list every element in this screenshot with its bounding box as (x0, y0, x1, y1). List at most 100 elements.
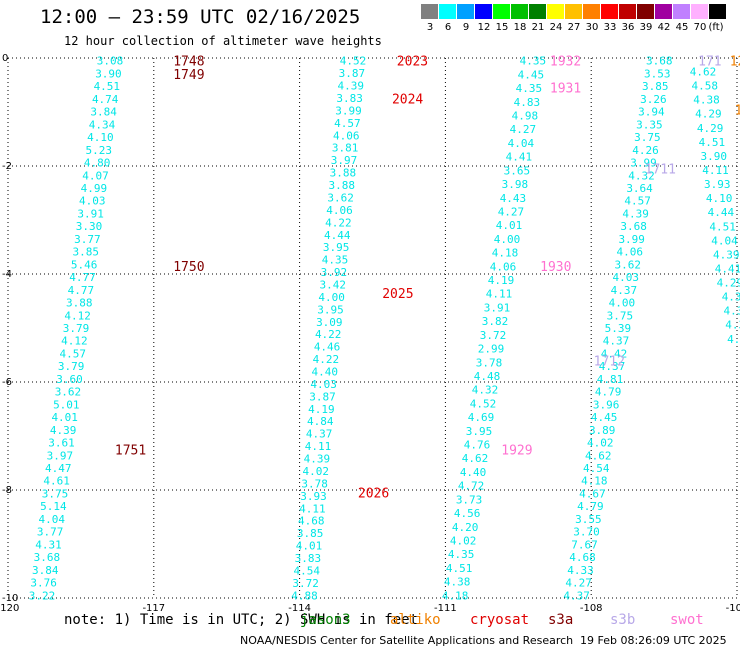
colorbar-label: 9 (462, 22, 470, 33)
wave-height-value: 3.53 (644, 67, 671, 80)
colorbar-label: 21 (531, 22, 545, 33)
wave-height-value: 4.26 (632, 144, 659, 157)
wave-height-value: 5.14 (40, 500, 67, 513)
wave-height-value: 4.03 (310, 378, 337, 391)
credit-line: NOAA/NESDIS Center for Satellite Applica… (240, 634, 574, 647)
wave-height-value: 4.04 (508, 137, 535, 150)
wave-height-value: 4.06 (490, 260, 517, 273)
colorbar-label: 12 (477, 22, 491, 33)
wave-height-value: 4.44 (708, 206, 735, 219)
colorbar-label: 36 (621, 22, 635, 33)
wave-height-value: 4.29 (717, 277, 740, 290)
wave-height-value: 4.54 (583, 462, 610, 475)
wave-height-value: 3.93 (704, 178, 731, 191)
wave-height-value: 4.77 (69, 271, 96, 284)
wave-height-value: 4.57 (60, 347, 87, 360)
wave-height-value: 3.55 (575, 513, 602, 526)
colorbar-label: 15 (495, 22, 509, 33)
lon-tick-label: -120 (0, 603, 19, 612)
footer-note: note: 1) Time is in UTC; 2) SWH is in fe… (64, 612, 419, 628)
wave-height-value: 4.22 (325, 216, 352, 229)
time-label: 1932 (550, 55, 581, 70)
wave-height-value: 3.79 (58, 360, 85, 373)
wave-height-value: 3.75 (42, 487, 69, 500)
wave-height-value: 4.00 (609, 297, 636, 310)
wave-height-value: 4.04 (38, 513, 65, 526)
time-label: 2023 (397, 55, 428, 70)
wave-height-value: 4.62 (585, 449, 612, 462)
wave-height-value: 3.77 (74, 233, 101, 246)
wave-height-value: 4.81 (597, 373, 624, 386)
wave-height-value: 4.38 (693, 94, 720, 107)
wave-height-value: 7.67 (571, 538, 598, 551)
wave-height-value: 3.62 (55, 386, 82, 399)
wave-height-value: 3.79 (63, 322, 90, 335)
wave-height-value: 4.18 (581, 475, 608, 488)
colorbar-swatch (565, 4, 582, 19)
wave-height-value: 4.10 (87, 131, 114, 144)
wave-height-value: 3.84 (90, 106, 117, 119)
time-label: 2025 (382, 287, 413, 302)
wave-height-value: 3.30 (76, 220, 103, 233)
colorbar-label: 45 (675, 22, 689, 33)
wave-height-value: 3.88 (330, 167, 357, 180)
wave-height-value: 4.37 (603, 335, 630, 348)
colorbar-swatch (601, 4, 618, 19)
lat-tick-label: -10 (2, 593, 18, 604)
wave-height-value: 4.27 (510, 123, 537, 136)
time-label: 2026 (358, 487, 389, 502)
satellite-legend-jason3: jason3 (300, 612, 351, 628)
wave-height-value: 3.81 (332, 142, 359, 155)
wave-height-value: 3.72 (480, 329, 507, 342)
wave-height-value: 4.3 (727, 333, 740, 346)
wave-height-value: 4.46 (314, 341, 341, 354)
wave-height-value: 4.76 (464, 439, 491, 452)
wave-height-value: 3.99 (335, 104, 362, 117)
wave-height-value: 4.32 (472, 384, 499, 397)
wave-height-value: 3.85 (297, 527, 324, 540)
wave-height-value: 4.11 (299, 502, 326, 515)
wave-height-value: 3.89 (589, 424, 616, 437)
wave-height-value: 4.18 (492, 247, 519, 260)
colorbar-swatch (439, 4, 456, 19)
time-label: 1748 (173, 55, 204, 70)
wave-height-value: 4.52 (470, 397, 497, 410)
colorbar-swatch (673, 4, 690, 19)
wave-height-value: 4.35 (322, 254, 349, 267)
wave-height-value: 3.68 (646, 55, 673, 68)
wave-height-value: 4.18 (442, 589, 469, 602)
wave-height-value: 4.39 (304, 453, 331, 466)
wave-height-value: 3.78 (476, 356, 503, 369)
wave-height-value: 3.75 (634, 131, 661, 144)
wave-height-value: 2.99 (478, 343, 505, 356)
lat-tick-label: 0 (2, 53, 8, 64)
wave-height-value: 4.27 (498, 205, 525, 218)
wave-height-value: 4.34 (89, 118, 116, 131)
lon-tick-label: -111 (434, 603, 457, 612)
time-label: 125 (730, 55, 740, 70)
lon-tick-label: -108 (580, 603, 603, 612)
colorbar-swatch (457, 4, 474, 19)
wave-height-value: 4.22 (313, 353, 340, 366)
time-label: 1929 (501, 444, 532, 459)
wave-height-value: 4.31 (35, 538, 62, 551)
wave-height-value: 3.85 (73, 246, 100, 259)
page-title: 12:00 — 23:59 UTC 02/16/2025 (40, 6, 361, 28)
wave-height-value: 4.37 (611, 284, 638, 297)
wave-height-value: 4.51 (446, 562, 473, 575)
wave-height-value: 4.52 (340, 55, 367, 68)
wave-height-value: 3.91 (77, 207, 104, 220)
colorbar-swatch (421, 4, 438, 19)
wave-height-value: 4.45 (518, 68, 545, 81)
wave-height-value: 3.92 (321, 266, 348, 279)
wave-height-value: 3.73 (456, 493, 483, 506)
satellite-legend-altiko: altiko (390, 612, 441, 628)
wave-height-value: 3.99 (630, 157, 657, 170)
wave-height-value: 4.01 (51, 411, 78, 424)
satellite-legend-swot: swot (670, 612, 704, 628)
wave-height-value: 3.77 (37, 526, 64, 539)
wave-height-value: 3.83 (295, 552, 322, 565)
wave-height-value: 4.29 (695, 108, 722, 121)
wave-height-value: 4.3 (722, 291, 740, 304)
wave-height-value: 4.41 (715, 262, 740, 275)
